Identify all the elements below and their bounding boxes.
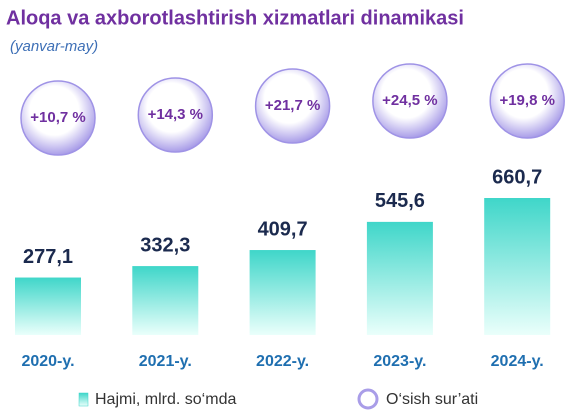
value-label: 545,6 [375, 190, 425, 212]
legend-label: O‘sish sur’ati [386, 391, 478, 408]
legend-swatch [357, 388, 379, 410]
x-tick-label: 2022-y. [256, 353, 309, 370]
legend-label: Hajmi, mlrd. so‘mda [95, 391, 236, 408]
growth-bubble [20, 80, 96, 156]
growth-label: +21,7 % [265, 97, 320, 114]
bar [132, 266, 199, 335]
value-label: 660,7 [492, 166, 542, 188]
value-label: 332,3 [140, 234, 190, 256]
growth-bubble [372, 63, 448, 139]
growth-bubble [489, 63, 565, 139]
chart-title: Aloqa va axborotlashtirish xizmatlari di… [6, 7, 464, 29]
value-label: 277,1 [23, 246, 73, 268]
growth-bubble [137, 77, 214, 153]
x-tick-label: 2021-y. [139, 353, 192, 370]
chart-subtitle: (yanvar-may) [10, 38, 98, 55]
bar [484, 198, 551, 335]
growth-bubble [254, 68, 331, 144]
bar [15, 277, 81, 335]
bar [366, 221, 433, 335]
legend-swatch [78, 392, 89, 407]
x-tick-label: 2024-y. [491, 353, 544, 370]
bar [249, 250, 316, 335]
x-tick-label: 2020-y. [21, 353, 74, 370]
growth-label: +10,7 % [30, 109, 85, 126]
growth-label: +24,5 % [382, 92, 437, 109]
growth-label: +14,3 % [148, 106, 203, 123]
growth-label: +19,8 % [499, 92, 554, 109]
value-label: 409,7 [258, 218, 308, 240]
x-tick-label: 2023-y. [373, 353, 426, 370]
